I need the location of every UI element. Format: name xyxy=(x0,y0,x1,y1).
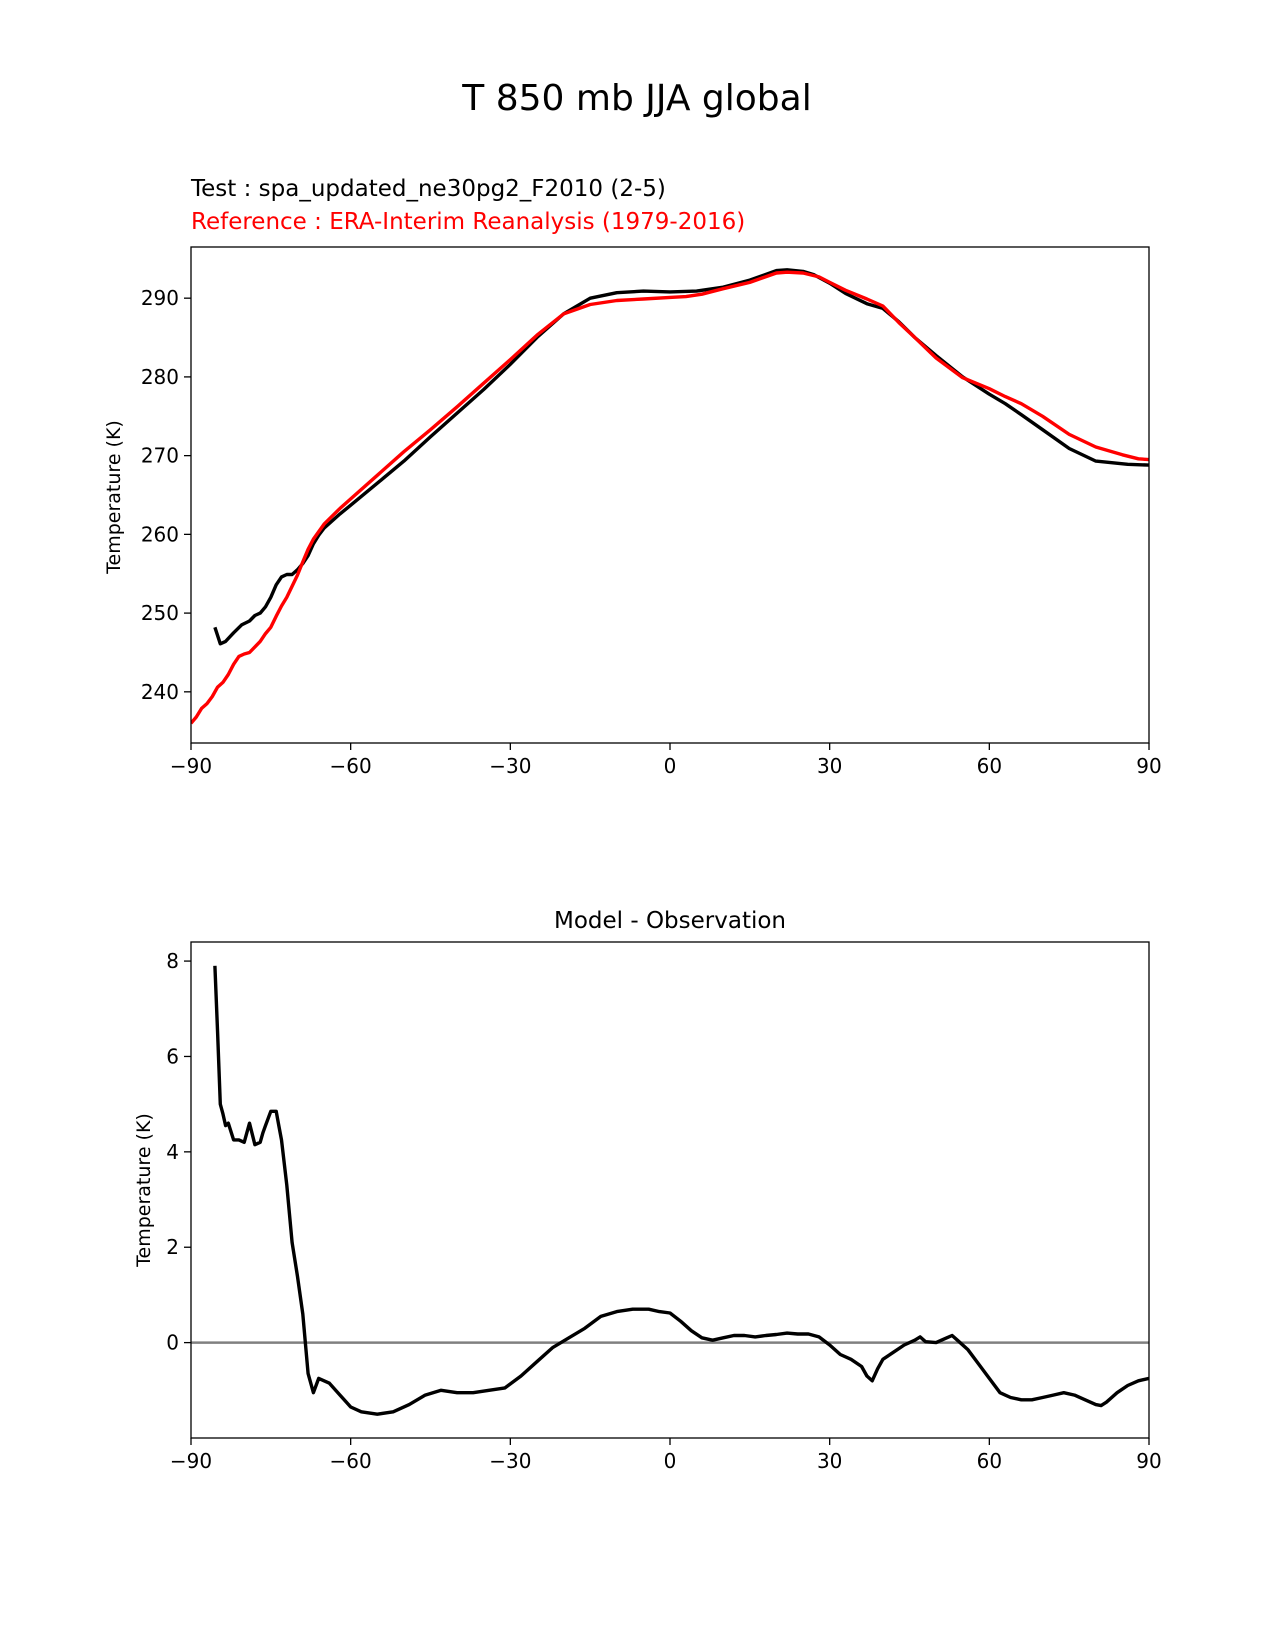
series-group xyxy=(191,268,1149,725)
x-tick-label: −60 xyxy=(330,1449,372,1473)
x-tick-label: 60 xyxy=(977,754,1002,778)
bottom-plot-frame xyxy=(190,941,1150,1439)
reference-subtitle: Reference : ERA-Interim Reanalysis (1979… xyxy=(191,209,745,235)
x-tick-label: −30 xyxy=(489,754,531,778)
x-tick-label: 0 xyxy=(664,1449,677,1473)
series-line-model-observation xyxy=(213,965,1149,1416)
bottom-plot-area: −90 −60 −30 0 30 60 90 0 2 4 6 8 xyxy=(166,949,1161,1473)
y-tick-label: 270 xyxy=(141,444,179,468)
test-subtitle: Test : spa_updated_ne30pg2_F2010 (2-5) xyxy=(190,176,666,202)
bottom-y-axis-label: Temperature (K) xyxy=(133,1113,155,1268)
series-group xyxy=(191,965,1149,1416)
x-tick-label: 30 xyxy=(817,754,842,778)
top-y-axis-label: Temperature (K) xyxy=(103,420,125,575)
bottom-panel: Model - Observation Temperature (K) −90−… xyxy=(133,908,1162,1473)
y-tick-label: 260 xyxy=(141,522,179,546)
y-tick-label: 4 xyxy=(166,1140,179,1164)
x-tick-label: 60 xyxy=(977,1449,1002,1473)
x-tick-label: −90 xyxy=(170,754,212,778)
x-tick-label: −30 xyxy=(489,1449,531,1473)
bottom-panel-title: Model - Observation xyxy=(554,908,786,934)
figure-title: T 850 mb JJA global xyxy=(461,78,811,119)
y-tick-label: 6 xyxy=(166,1044,179,1068)
series-line-test xyxy=(213,268,1149,646)
x-tick-label: 90 xyxy=(1136,1449,1161,1473)
top-panel: Test : spa_updated_ne30pg2_F2010 (2-5) R… xyxy=(103,176,1162,778)
y-tick-label: 2 xyxy=(166,1235,179,1259)
y-tick-label: 250 xyxy=(141,601,179,625)
x-tick-label: −90 xyxy=(170,1449,212,1473)
top-plot-frame xyxy=(190,246,1150,744)
x-tick-label: 90 xyxy=(1136,754,1161,778)
series-line-reference xyxy=(191,270,1149,725)
top-plot-area: −90 −60 −30 0 30 60 90 240 250 260 270 280 290 xyxy=(141,268,1162,778)
x-tick-label: −60 xyxy=(330,754,372,778)
y-tick-label: 0 xyxy=(166,1331,179,1355)
x-tick-label: 30 xyxy=(817,1449,842,1473)
y-tick-label: 240 xyxy=(141,680,179,704)
x-tick-label: 0 xyxy=(664,754,677,778)
y-tick-label: 8 xyxy=(166,949,179,973)
y-tick-label: 290 xyxy=(141,286,179,310)
y-tick-label: 280 xyxy=(141,365,179,389)
